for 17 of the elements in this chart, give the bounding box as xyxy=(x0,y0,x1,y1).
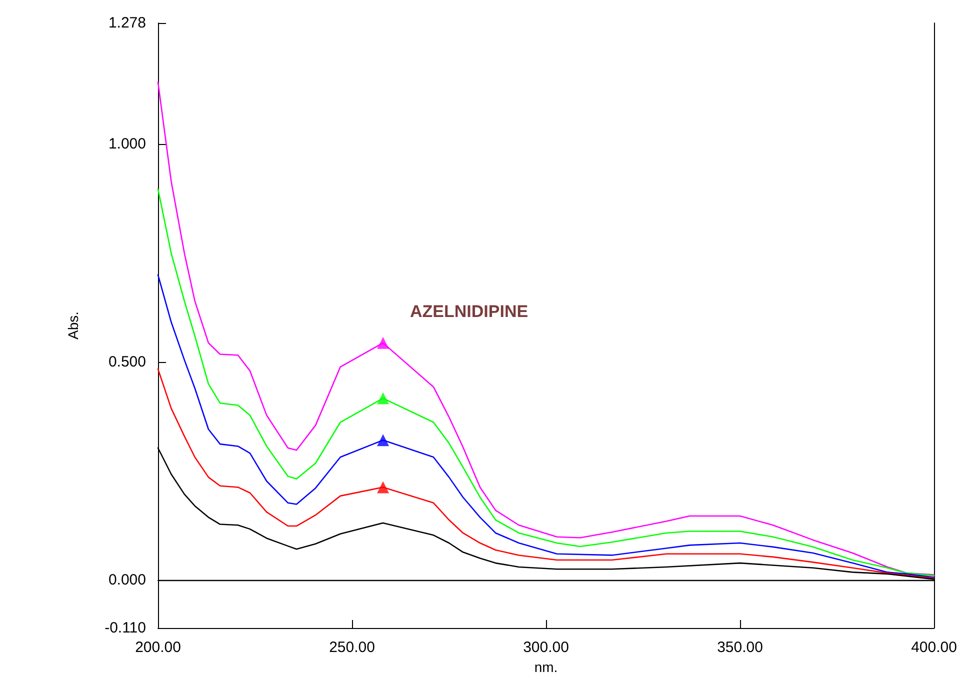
x-tick-label: 350.00 xyxy=(717,639,763,656)
y-axis-title: Abs. xyxy=(65,311,81,340)
y-tick-label: -0.110 xyxy=(104,620,146,636)
y-tick-label: 0.000 xyxy=(108,572,146,589)
annotation: AZELNIDIPINE xyxy=(410,302,528,321)
y-tick-label: 1.000 xyxy=(108,136,146,153)
line-series xyxy=(157,188,935,576)
line-series xyxy=(157,274,935,578)
y-tick-label: 0.500 xyxy=(108,354,146,371)
x-axis-title: nm. xyxy=(534,658,558,675)
x-tick-label: 300.00 xyxy=(523,639,569,656)
line-series xyxy=(157,368,935,579)
x-tick-label: 200.00 xyxy=(135,639,181,656)
x-tick-label: 250.00 xyxy=(329,639,375,656)
y-tick-label: 1.278 xyxy=(108,14,146,32)
line-series xyxy=(157,82,935,576)
x-tick-label: 400.00 xyxy=(911,639,957,656)
